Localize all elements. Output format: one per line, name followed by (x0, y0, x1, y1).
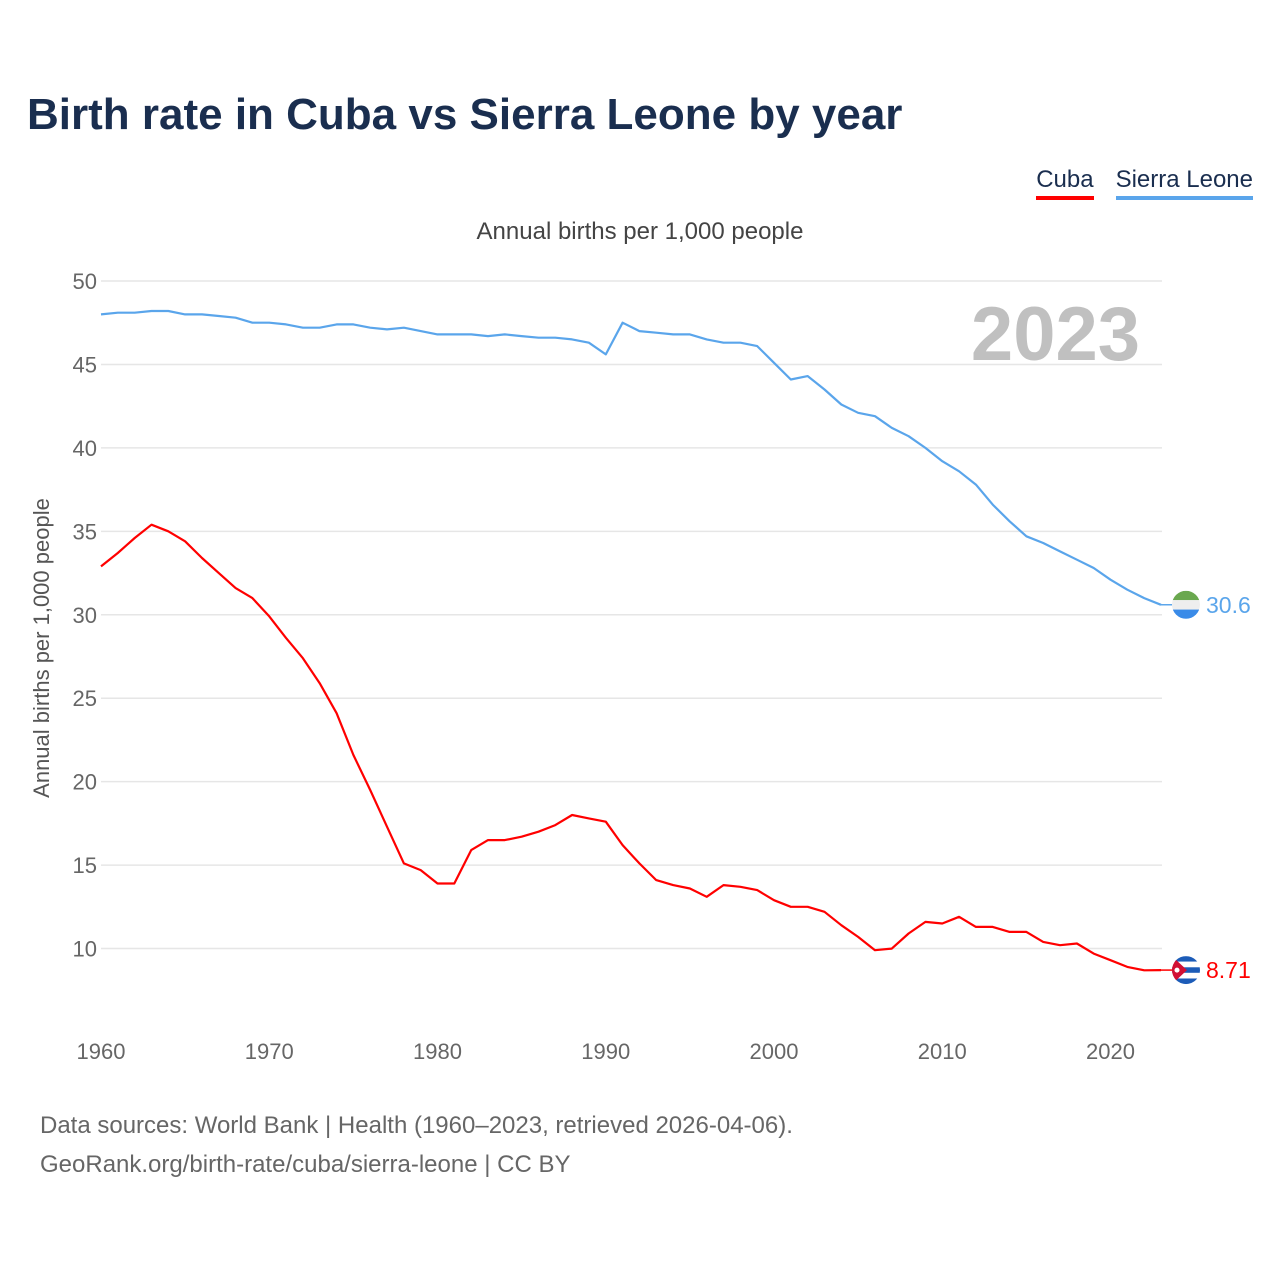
sierra-leone-flag-icon (1172, 590, 1200, 619)
flag-stripe (1172, 609, 1200, 619)
y-tick-label: 25 (73, 686, 97, 711)
end-value-label: 30.6 (1206, 592, 1251, 618)
y-tick-label: 10 (73, 937, 97, 962)
legend-item-sierra-leone[interactable]: Sierra Leone (1115, 166, 1253, 200)
legend-item-cuba[interactable]: Cuba (1036, 166, 1094, 200)
footer: Data sources: World Bank | Health (1960–… (40, 1106, 793, 1184)
source-link[interactable]: GeoRank.org/birth-rate/cuba/sierra-leone… (40, 1151, 571, 1178)
x-tick-label: 1980 (413, 1039, 462, 1064)
flag-star (1174, 967, 1180, 973)
flag-stripe (1172, 978, 1200, 985)
x-tick-label: 1960 (77, 1039, 126, 1064)
x-tick-label: 2010 (918, 1039, 967, 1064)
flag-stripe (1172, 956, 1200, 962)
series-line-cuba (100, 523, 1162, 972)
x-tick-label: 2000 (750, 1039, 799, 1064)
flag-stripe (1172, 972, 1200, 979)
flag-body (1172, 956, 1200, 985)
chart-title: Birth rate in Cuba vs Sierra Leone by ye… (27, 90, 903, 139)
flag-stripe (1172, 600, 1200, 610)
flag-stripe (1172, 590, 1200, 601)
flag-body (1172, 590, 1200, 619)
x-tick-label: 1970 (245, 1039, 294, 1064)
cuba-flag-icon (1172, 956, 1200, 985)
y-tick-label: 20 (73, 770, 97, 795)
flag-stripe (1172, 961, 1200, 968)
chart-subtitle: Annual births per 1,000 people (476, 218, 804, 245)
y-tick-label: 40 (73, 436, 97, 461)
data-source: Data sources: World Bank | Health (1960–… (40, 1112, 793, 1139)
x-tick-label: 1990 (581, 1039, 630, 1064)
legend: Cuba Sierra Leone (1036, 166, 1253, 200)
y-tick-label: 15 (73, 853, 97, 878)
y-tick-label: 45 (73, 352, 97, 377)
y-tick-label: 35 (73, 519, 97, 544)
y-tick-label: 50 (73, 269, 97, 294)
y-tick-label: 30 (73, 603, 97, 628)
x-tick-label: 2020 (1086, 1039, 1135, 1064)
end-value-label: 8.71 (1206, 957, 1251, 983)
series-line-sierra-leone (100, 309, 1162, 606)
year-watermark: 2023 (971, 292, 1140, 377)
